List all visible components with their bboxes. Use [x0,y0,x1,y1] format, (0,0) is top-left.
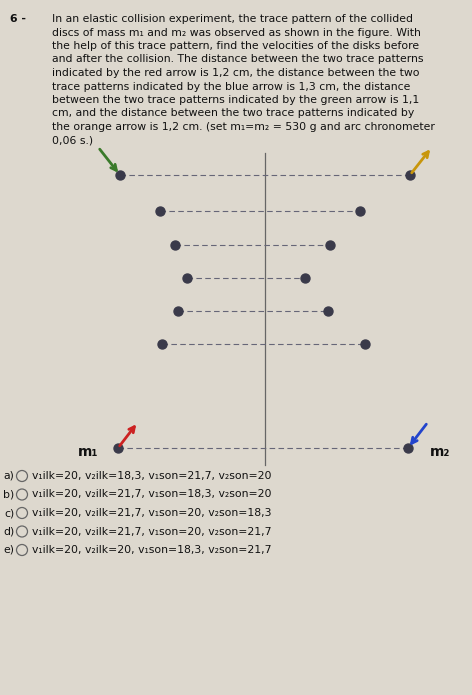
Text: v₁ilk=20, v₂ilk=21,7, v₁son=18,3, v₂son=20: v₁ilk=20, v₂ilk=21,7, v₁son=18,3, v₂son=… [32,489,271,500]
Text: e): e) [3,545,15,555]
Text: between the two trace patterns indicated by the green arrow is 1,1: between the two trace patterns indicated… [52,95,419,105]
Text: v₁ilk=20, v₂ilk=21,7, v₁son=20, v₂son=21,7: v₁ilk=20, v₂ilk=21,7, v₁son=20, v₂son=21… [32,527,271,537]
Text: 6 -: 6 - [10,14,26,24]
Text: c): c) [4,508,15,518]
Point [356,206,364,217]
Text: In an elastic collision experiment, the trace pattern of the collided: In an elastic collision experiment, the … [52,14,413,24]
Point [406,170,414,181]
Text: and after the collision. The distance between the two trace patterns: and after the collision. The distance be… [52,54,423,65]
Text: v₁ilk=20, v₂ilk=21,7, v₁son=20, v₂son=18,3: v₁ilk=20, v₂ilk=21,7, v₁son=20, v₂son=18… [32,508,271,518]
Point [326,240,334,251]
Text: discs of mass m₁ and m₂ was observed as shown in the figure. With: discs of mass m₁ and m₂ was observed as … [52,28,421,38]
Text: trace patterns indicated by the blue arrow is 1,3 cm, the distance: trace patterns indicated by the blue arr… [52,81,410,92]
Point [301,272,309,284]
Point [171,240,179,251]
Text: d): d) [3,527,15,537]
Point [116,170,124,181]
Text: m₁: m₁ [77,445,98,459]
Text: the orange arrow is 1,2 cm. (set m₁=m₂ = 530 g and arc chronometer: the orange arrow is 1,2 cm. (set m₁=m₂ =… [52,122,435,132]
Point [361,338,369,350]
Text: v₁ilk=20, v₂ilk=18,3, v₁son=21,7, v₂son=20: v₁ilk=20, v₂ilk=18,3, v₁son=21,7, v₂son=… [32,471,271,481]
Point [183,272,191,284]
Point [156,206,164,217]
Text: m₂: m₂ [430,445,450,459]
Text: cm, and the distance between the two trace patterns indicated by: cm, and the distance between the two tra… [52,108,414,119]
Point [404,443,412,454]
Point [174,305,182,316]
Point [324,305,332,316]
Text: v₁ilk=20, v₂ilk=20, v₁son=18,3, v₂son=21,7: v₁ilk=20, v₂ilk=20, v₁son=18,3, v₂son=21… [32,545,271,555]
Text: indicated by the red arrow is 1,2 cm, the distance between the two: indicated by the red arrow is 1,2 cm, th… [52,68,420,78]
Text: the help of this trace pattern, find the velocities of the disks before: the help of this trace pattern, find the… [52,41,419,51]
Text: 0,06 s.): 0,06 s.) [52,136,93,145]
Point [114,443,122,454]
Point [158,338,166,350]
Text: b): b) [3,489,15,500]
Text: a): a) [4,471,15,481]
